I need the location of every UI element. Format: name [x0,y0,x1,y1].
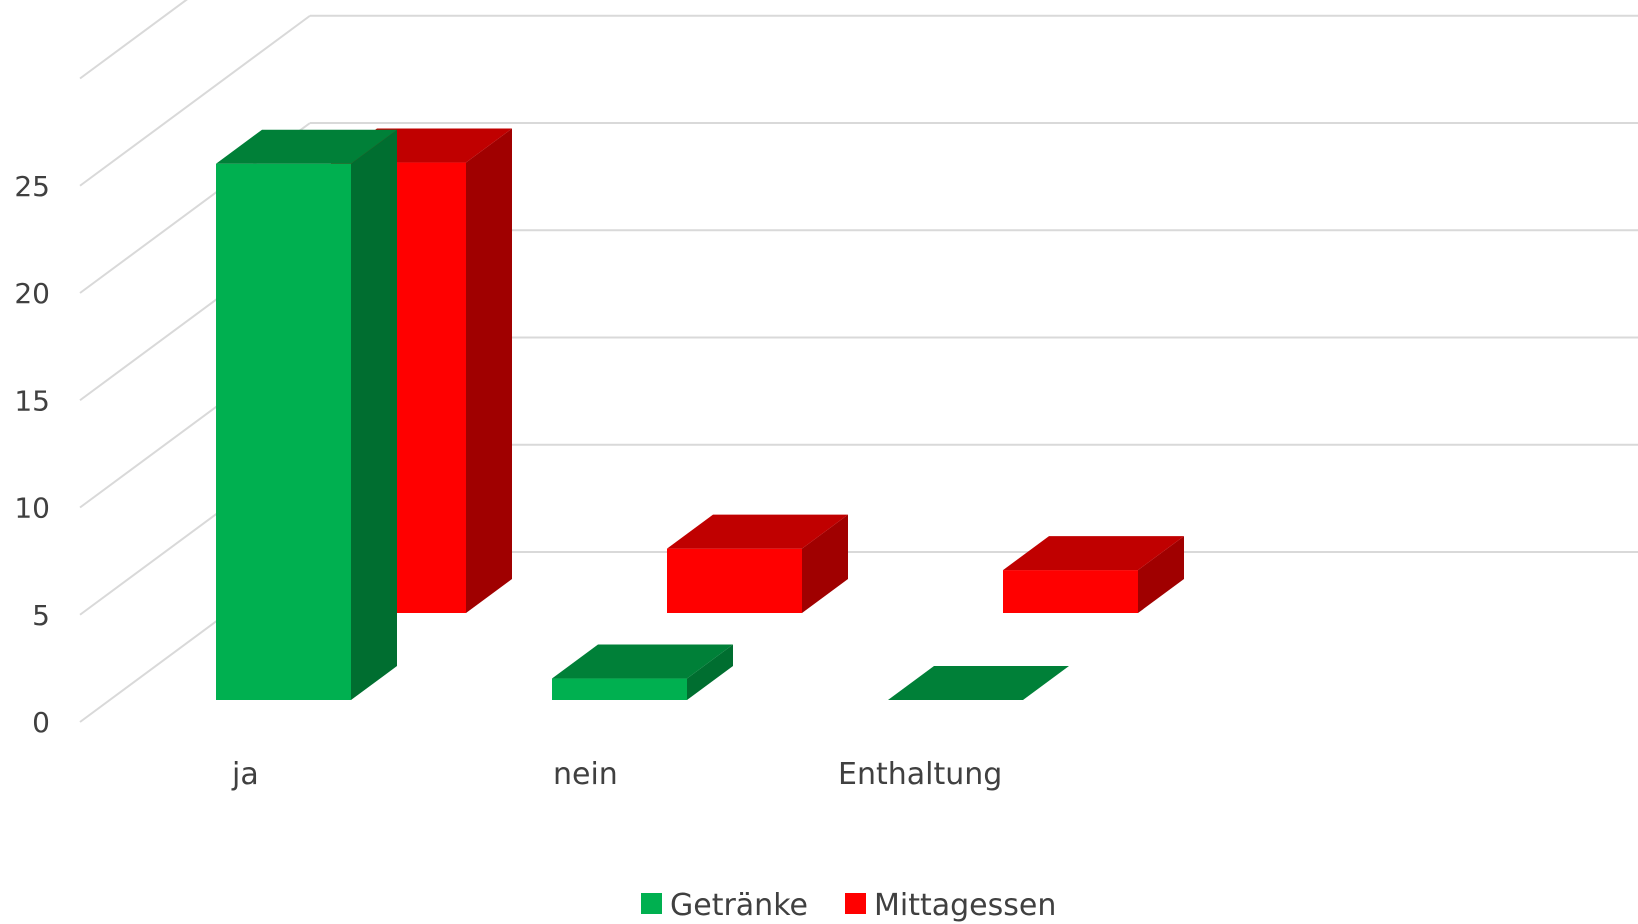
bar-getraenke-nein-side [687,644,733,700]
legend-label-mittagessen: Mittagessen [874,888,1056,923]
category-label-enthaltung: Enthaltung [838,757,1002,792]
y-tick-label: 10 [14,492,50,525]
gridline-diagonal [79,0,188,80]
y-tick-label: 15 [14,384,50,417]
gridline-diagonal [79,14,311,187]
bar-mittagessen-enthaltung-side [1138,536,1184,613]
bar-getraenke-nein [552,644,733,700]
bar-mittagessen-nein [667,514,848,613]
bar-getraenke-ja-top [216,129,397,164]
legend-label-getraenke: Getränke [670,888,808,923]
bar-mittagessen-nein-front [667,548,802,613]
gridlines [79,0,1638,723]
bar-mittagessen-nein-top [667,514,848,549]
y-axis-tick-labels: 0 5 10 15 20 25 [14,170,50,739]
bar-getraenke-nein-top [552,644,733,679]
y-tick-label: 5 [32,599,50,632]
series-mittagessen [331,128,1184,614]
bar-getraenke-ja [216,129,397,700]
legend-swatch-getraenke [641,893,662,914]
category-label-nein: nein [553,757,618,792]
bar-mittagessen-ja-side [466,128,512,614]
bar-mittagessen-enthaltung [1003,536,1184,613]
bar-getraenke-nein-front [552,678,687,700]
legend: Getränke Mittagessen [641,888,1056,923]
bar-getraenke-ja-side [351,129,397,700]
y-tick-label: 0 [32,706,50,739]
category-label-ja: ja [231,757,259,792]
bar-getraenke-ja-front [216,163,351,700]
y-tick-label: 25 [14,170,50,203]
bar-getraenke-enthaltung-top [888,666,1069,700]
legend-swatch-mittagessen [845,893,866,914]
bar-mittagessen-enthaltung-top [1003,536,1184,571]
bar-mittagessen-nein-side [802,514,848,613]
bar-mittagessen-enthaltung-front [1003,570,1138,613]
x-axis-category-labels: ja nein Enthaltung [231,757,1002,792]
y-tick-label: 20 [14,277,50,310]
series-getraenke [216,129,1069,700]
bar-getraenke-enthaltung [888,666,1069,700]
